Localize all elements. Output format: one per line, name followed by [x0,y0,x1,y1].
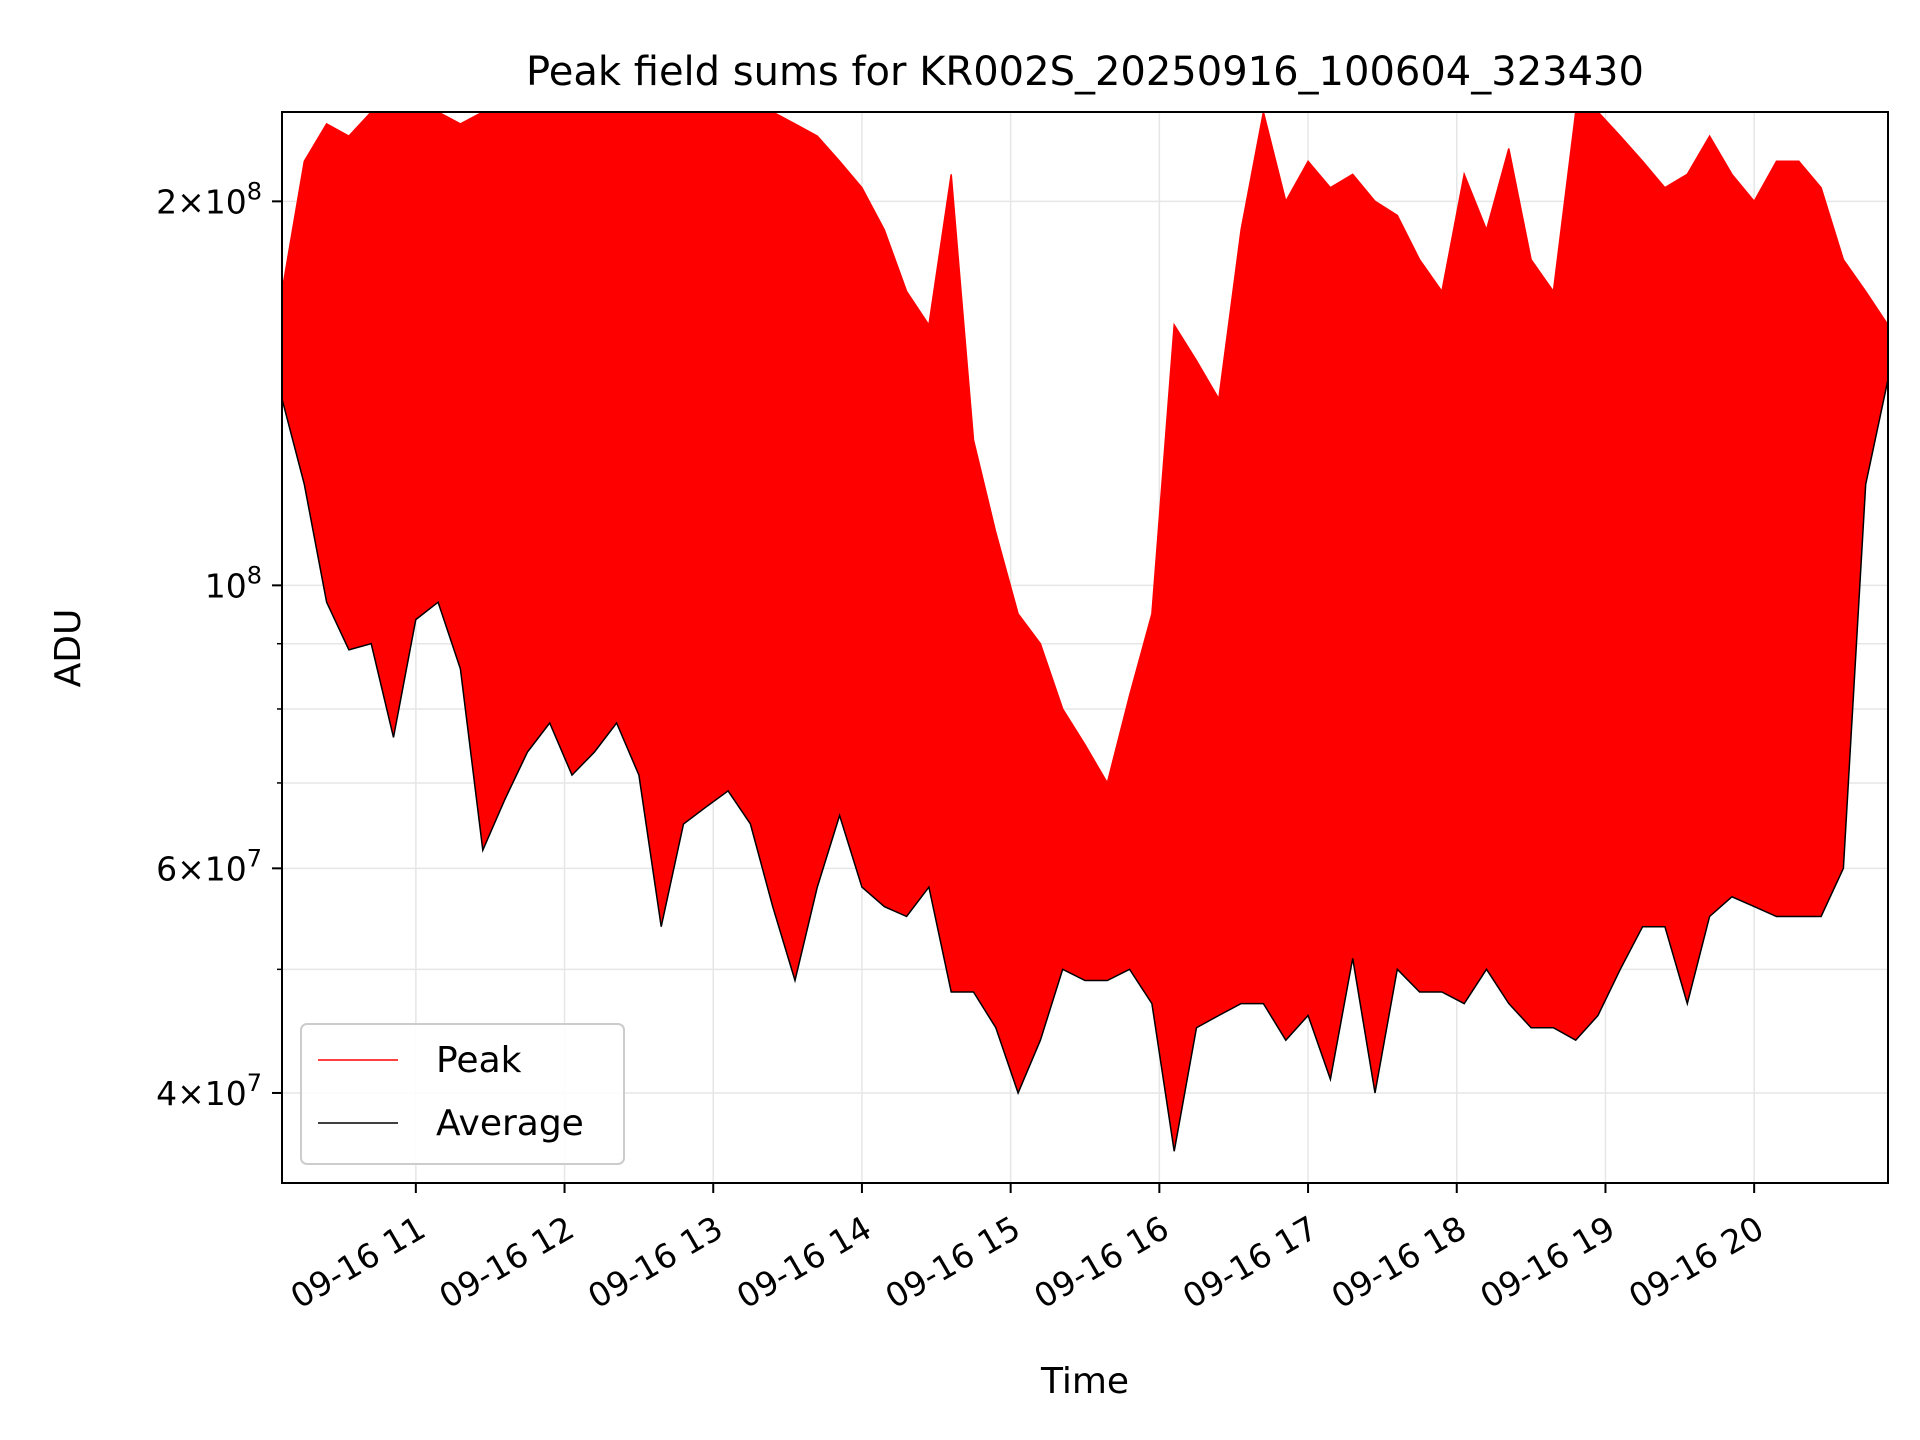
y-tick-label: 6×107 [156,844,262,888]
legend-label-peak: Peak [436,1040,522,1081]
y-axis-title: ADU [48,609,89,688]
peak-series-area [282,112,1888,1152]
series-layer [282,112,1888,1152]
x-axis-title: Time [1040,1361,1129,1402]
peak-series-line [282,112,1888,785]
average-series-line [282,379,1888,1152]
legend-label-average: Average [436,1103,584,1144]
chart-title: Peak field sums for KR002S_20250916_1006… [526,49,1644,95]
y-tick-label: 4×107 [156,1069,262,1113]
legend: Peak Average [300,1023,625,1165]
plot-frame [281,111,1889,1184]
legend-box [300,1023,625,1165]
y-tick-label: 2×108 [156,177,262,221]
